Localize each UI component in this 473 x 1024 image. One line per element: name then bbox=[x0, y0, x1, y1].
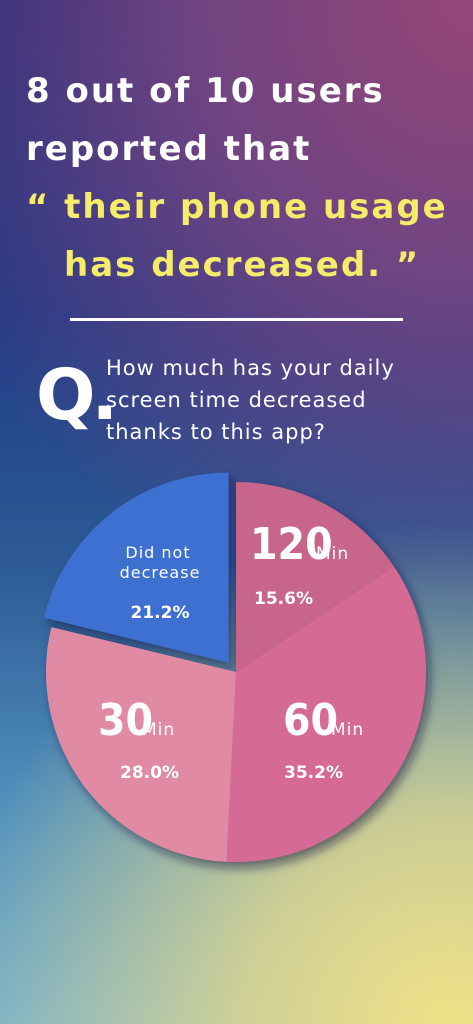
slice-not-decreased-labels: Did not decrease 21.2% bbox=[120, 543, 201, 623]
slice-30-unit: Min bbox=[142, 720, 175, 740]
slice-120-percent: 15.6% bbox=[254, 589, 313, 609]
pie-chart: 120 Min 15.6% 60 Min 35.2% 30 Min 28.0% … bbox=[43, 472, 426, 862]
headline: 8 out of 10 users reported that “ their … bbox=[26, 62, 453, 294]
question-text: How much has your daily screen time decr… bbox=[106, 356, 395, 444]
slice-120-labels: 120 Min 15.6% bbox=[250, 519, 349, 609]
slice-not-decreased-label-1: Did not bbox=[125, 543, 190, 562]
slice-30 bbox=[45, 627, 237, 862]
slice-120 bbox=[236, 482, 394, 672]
headline-line-2: reported that bbox=[26, 129, 312, 169]
slice-30-value: 30 bbox=[98, 695, 153, 746]
pie-slices bbox=[43, 472, 426, 862]
headline-line-1: 8 out of 10 users bbox=[26, 71, 385, 111]
slice-not-decreased-percent: 21.2% bbox=[131, 603, 190, 623]
headline-quote-line-1: “ their phone usage bbox=[26, 187, 448, 227]
slice-60-unit: Min bbox=[331, 720, 364, 740]
slice-not-decreased bbox=[43, 472, 229, 663]
slice-120-unit: Min bbox=[316, 544, 349, 564]
slice-30-percent: 28.0% bbox=[120, 763, 179, 783]
slice-30-labels: 30 Min 28.0% bbox=[98, 695, 179, 783]
question-mark-label: Q. bbox=[36, 354, 118, 436]
divider bbox=[70, 318, 403, 321]
headline-quote-line-2: has decreased. ” bbox=[64, 245, 421, 285]
slice-60 bbox=[226, 566, 426, 862]
slice-60-value: 60 bbox=[283, 695, 338, 746]
slice-60-percent: 35.2% bbox=[284, 763, 343, 783]
slice-not-decreased-label-2: decrease bbox=[120, 563, 201, 582]
slice-120-value: 120 bbox=[250, 519, 333, 570]
slice-60-labels: 60 Min 35.2% bbox=[283, 695, 364, 783]
